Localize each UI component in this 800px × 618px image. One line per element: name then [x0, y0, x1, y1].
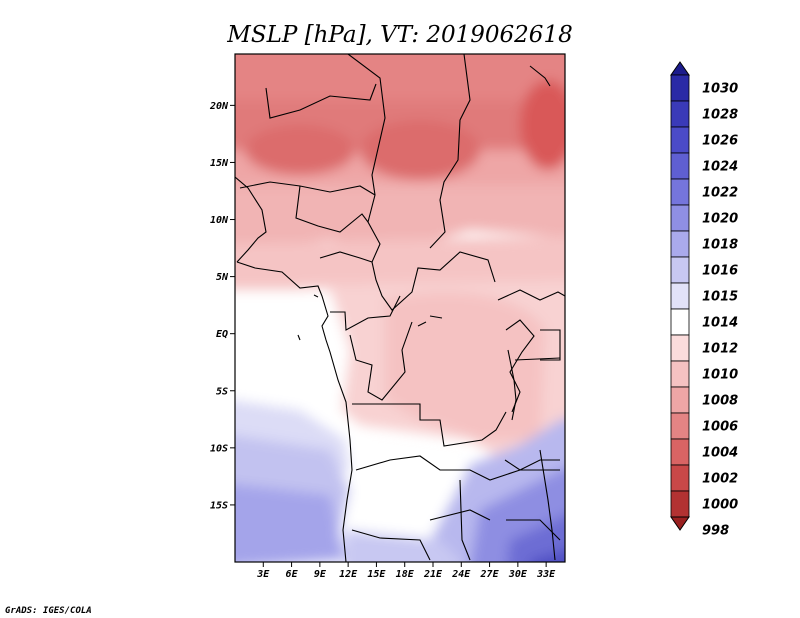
x-tick-label: 12E: [339, 569, 358, 580]
colorbar-label: 1028: [702, 108, 738, 123]
colorbar-bin: [670, 438, 690, 466]
colorbar-min-arrow: [670, 516, 690, 531]
colorbar-bin: [670, 282, 690, 310]
y-tick-label: 20N: [209, 101, 229, 112]
x-tick-label: 9E: [314, 569, 327, 580]
grads-credit: GrADS: IGES/COLA: [5, 606, 92, 616]
colorbar-label: 1002: [702, 472, 738, 487]
y-tick-label: 5S: [216, 386, 228, 397]
colorbar-bin: [670, 204, 690, 232]
x-tick-label: 6E: [286, 569, 299, 580]
colorbar-label: 1026: [702, 134, 738, 149]
colorbar-label: 1018: [702, 238, 738, 253]
colorbar-bin: [670, 334, 690, 362]
x-tick-label: 27E: [480, 569, 500, 580]
colorbar-bin: [670, 152, 690, 180]
y-tick-label: 15S: [210, 500, 228, 511]
chart-title: MSLP [hPa], VT: 2019062618: [226, 22, 572, 48]
colorbar: 1030 1028 1026 1024 1022 1020 1018 1016 1015 1014…: [670, 61, 738, 539]
colorbar-bin: [670, 126, 690, 154]
colorbar-label: 1004: [702, 446, 738, 461]
y-tick-label: 10N: [210, 215, 229, 226]
colorbar-label: 1000: [702, 498, 738, 513]
map-frame: [234, 53, 566, 563]
colorbar-bin: [670, 74, 690, 102]
colorbar-label: 1006: [702, 420, 738, 435]
colorbar-label: 1010: [702, 368, 738, 383]
colorbar-bin: [670, 464, 690, 492]
x-tick-label: 21E: [423, 569, 443, 580]
colorbar-label: 1015: [702, 290, 738, 305]
x-tick-label: 3E: [256, 569, 270, 580]
colorbar-bin: [670, 412, 690, 440]
colorbar-label: 1012: [702, 342, 738, 357]
colorbar-label: 1020: [702, 212, 738, 227]
colorbar-bin: [670, 178, 690, 206]
colorbar-label: 1030: [702, 82, 738, 97]
colorbar-bin: [670, 490, 690, 518]
y-tick-label: 15N: [210, 158, 229, 169]
colorbar-max-arrow: [670, 61, 690, 76]
colorbar-bin: [670, 386, 690, 414]
y-tick-label: 10S: [210, 443, 228, 454]
y-tick-label: EQ: [216, 329, 228, 340]
colorbar-label: 1008: [702, 394, 738, 409]
mslp-field: [235, 54, 565, 562]
colorbar-bin: [670, 360, 690, 388]
colorbar-label: 1014: [702, 316, 738, 331]
x-tick-label: 15E: [367, 569, 386, 580]
x-axis: 3E 6E 9E 12E 15E 18E 21E 24E 27E 30E 33E: [256, 562, 556, 580]
x-tick-label: 18E: [396, 569, 415, 580]
colorbar-label: 1016: [702, 264, 738, 279]
x-tick-label: 30E: [508, 569, 528, 580]
y-axis: 20N 15N 10N 5N EQ 5S 10S 15S: [209, 101, 235, 511]
colorbar-label: 1022: [702, 186, 738, 201]
colorbar-bin: [670, 100, 690, 128]
colorbar-bin: [670, 308, 690, 336]
colorbar-label: 1024: [702, 160, 738, 175]
colorbar-label: 998: [702, 524, 729, 539]
coastlines-borders: [235, 54, 565, 562]
colorbar-bin: [670, 256, 690, 284]
x-tick-label: 33E: [536, 569, 556, 580]
y-tick-label: 5N: [216, 272, 229, 283]
colorbar-bin: [670, 230, 690, 258]
x-tick-label: 24E: [451, 569, 471, 580]
